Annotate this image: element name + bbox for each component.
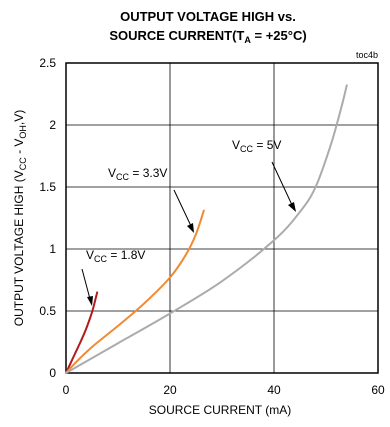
series-lines: [65, 84, 348, 374]
label-vcc-5v: VCC = 5V: [232, 138, 281, 154]
x-tick-label: 20: [163, 383, 177, 397]
y-tick-labels: 0 0.5 1 1.5 2 2.5: [39, 56, 56, 380]
arrow-vcc-3-3v: [173, 189, 192, 227]
x-tick-label: 0: [63, 383, 70, 397]
x-tick-label: 40: [267, 383, 281, 397]
plot-frame: [65, 62, 379, 374]
arrowhead-vcc-1-8v: [87, 296, 93, 306]
figure-id: toc4b: [356, 50, 378, 60]
y-tick-label: 2: [49, 118, 56, 132]
series-line-2: [65, 84, 348, 374]
chart-title-line1: OUTPUT VOLTAGE HIGH vs.: [120, 9, 296, 24]
arrow-vcc-5v: [271, 161, 293, 206]
series-line-1: [65, 209, 205, 374]
series-line-0: [65, 291, 99, 374]
label-vcc-1-8v: VCC = 1.8V: [86, 248, 145, 264]
y-tick-label: 2.5: [39, 56, 56, 70]
arrowhead-vcc-5v: [288, 202, 296, 212]
grid: [66, 63, 378, 373]
y-tick-label: 1.5: [39, 180, 56, 194]
arrowhead-vcc-3-3v: [187, 223, 194, 233]
chart-title-line2: SOURCE CURRENT(TA = +25°C): [109, 28, 306, 45]
x-tick-labels: 0 20 40 60: [63, 383, 385, 397]
y-tick-label: 0: [49, 366, 56, 380]
y-axis-label: OUTPUT VOLTAGE HIGH (VCC - VOH,V): [12, 110, 28, 327]
arrow-vcc-1-8v: [81, 268, 91, 300]
x-tick-label: 60: [371, 383, 385, 397]
label-vcc-3-3v: VCC = 3.3V: [108, 166, 167, 182]
y-tick-label: 1: [49, 242, 56, 256]
x-axis-label: SOURCE CURRENT (mA): [149, 403, 291, 417]
y-tick-label: 0.5: [39, 304, 56, 318]
